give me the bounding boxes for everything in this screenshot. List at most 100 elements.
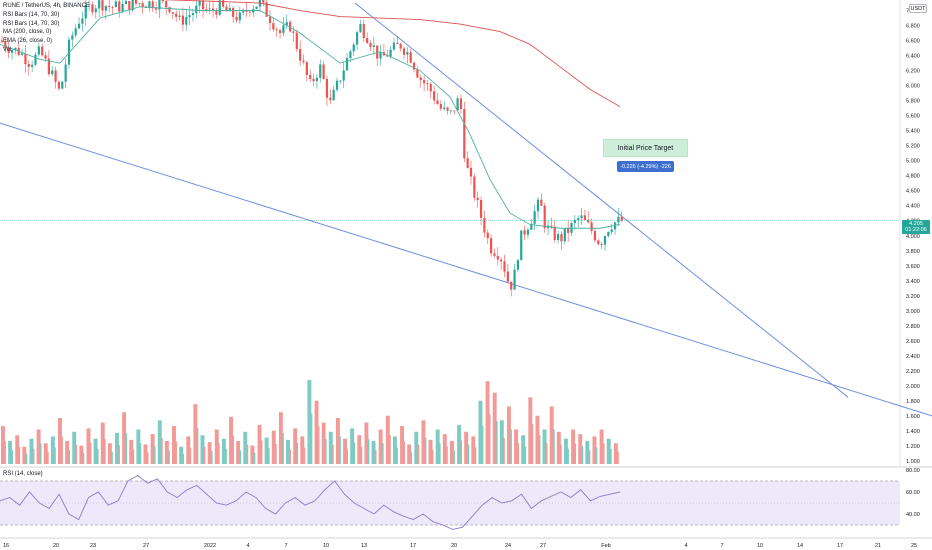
candle-body: [597, 240, 600, 245]
y-tick-label: 3.200: [906, 294, 920, 300]
initial-price-target-box[interactable]: Initial Price Target: [603, 139, 688, 157]
candle-body: [114, 1, 117, 8]
volume-bar: [435, 429, 440, 464]
candle-body: [211, 8, 215, 12]
x-tick-label: 24: [505, 543, 511, 549]
volume-bar: [157, 420, 162, 464]
candle-body: [118, 1, 121, 12]
volume-bar: [207, 442, 212, 464]
x-tick-label: 20: [53, 543, 59, 549]
legend-line: MA (200, close, 0): [3, 29, 52, 36]
target-label: Initial Price Target: [617, 144, 674, 152]
candle-body: [506, 271, 509, 282]
volume-bar: [514, 429, 519, 464]
candle-body: [289, 21, 292, 32]
volume-bar: [364, 422, 369, 464]
candle-body: [443, 107, 446, 109]
candle-body: [429, 84, 432, 92]
volume-bar: [65, 441, 70, 464]
candle-body: [295, 32, 298, 49]
candle-body: [275, 29, 278, 31]
candle-body: [587, 219, 590, 223]
volume-bar: [182, 453, 185, 464]
candle-body: [359, 24, 362, 33]
measure-label-box[interactable]: -0.226 (-4.29%) -226: [617, 161, 674, 172]
candle-body: [386, 55, 389, 57]
candle-body: [332, 89, 335, 101]
candle-body: [329, 97, 332, 101]
candle-body: [101, 0, 104, 11]
candle-body: [222, 0, 225, 7]
volume-bar: [239, 450, 242, 464]
candle-body: [513, 269, 516, 290]
volume-bar: [417, 444, 420, 464]
candle-body: [31, 64, 34, 67]
y-tick-label: 2.400: [906, 354, 920, 360]
volume-bar: [115, 432, 119, 464]
candle-body: [268, 16, 272, 24]
x-tick-label: 27: [143, 543, 149, 549]
candle-body: [57, 81, 61, 89]
volume-bar: [82, 452, 85, 464]
candle-body: [577, 218, 580, 221]
volume-bar: [606, 438, 611, 464]
candle-body: [372, 45, 375, 48]
candle-body: [536, 199, 540, 212]
candle-body: [325, 78, 329, 98]
y-tick-label: 3.600: [906, 264, 920, 270]
candle-body: [533, 211, 536, 224]
currency-tag[interactable]: USDT: [909, 4, 927, 13]
y-tick-label: 2.600: [906, 339, 920, 345]
volume-bar: [339, 436, 341, 464]
candle-body: [543, 205, 546, 229]
candle-body: [138, 3, 141, 5]
candle-body: [345, 58, 349, 71]
candle-body: [215, 11, 218, 15]
volume-bar: [325, 439, 327, 464]
x-tick-label: 27: [540, 543, 546, 549]
candle-body: [7, 48, 10, 53]
countdown-timer: 01:22:06: [905, 227, 927, 233]
y-tick-label: 2.200: [906, 369, 920, 375]
volume-bar: [61, 436, 63, 464]
volume-bar: [136, 429, 141, 464]
volume-bar: [25, 453, 28, 464]
volume-bar: [549, 406, 554, 464]
volume-bar: [189, 447, 192, 464]
candle-body: [111, 7, 114, 8]
volume-bar: [617, 451, 619, 464]
volume-bar: [250, 445, 255, 464]
y-tick-label: 1.200: [906, 444, 920, 450]
candle-body: [81, 18, 84, 24]
volume-bar: [246, 444, 249, 464]
volume-bar: [442, 434, 447, 464]
volume-bar: [421, 420, 426, 464]
candle-body: [4, 42, 7, 49]
y-tick-label: 4.400: [906, 204, 920, 210]
volume-bar: [346, 448, 348, 464]
volume-bar: [599, 429, 604, 464]
volume-bar: [400, 426, 405, 464]
volume-bar: [118, 445, 120, 464]
volume-bar: [378, 429, 383, 464]
volume-bar: [446, 446, 448, 464]
candle-body: [590, 222, 593, 232]
candle-body: [121, 4, 124, 12]
candle-body: [285, 21, 288, 26]
volume-bar: [403, 441, 406, 464]
y-tick-label: 5.200: [906, 144, 920, 150]
y-tick-label: 4.800: [906, 174, 920, 180]
x-tick-label: 23: [90, 543, 96, 549]
volume-bar: [503, 437, 505, 464]
volume-bar: [72, 431, 77, 464]
candle-body: [134, 0, 138, 4]
candle-body: [309, 74, 312, 79]
volume-bar: [293, 428, 298, 464]
volume-bar: [506, 406, 511, 464]
x-tick-label: 10: [323, 543, 329, 549]
volume-bar: [449, 441, 454, 464]
candle-body: [128, 0, 131, 11]
volume-bar: [439, 443, 441, 464]
